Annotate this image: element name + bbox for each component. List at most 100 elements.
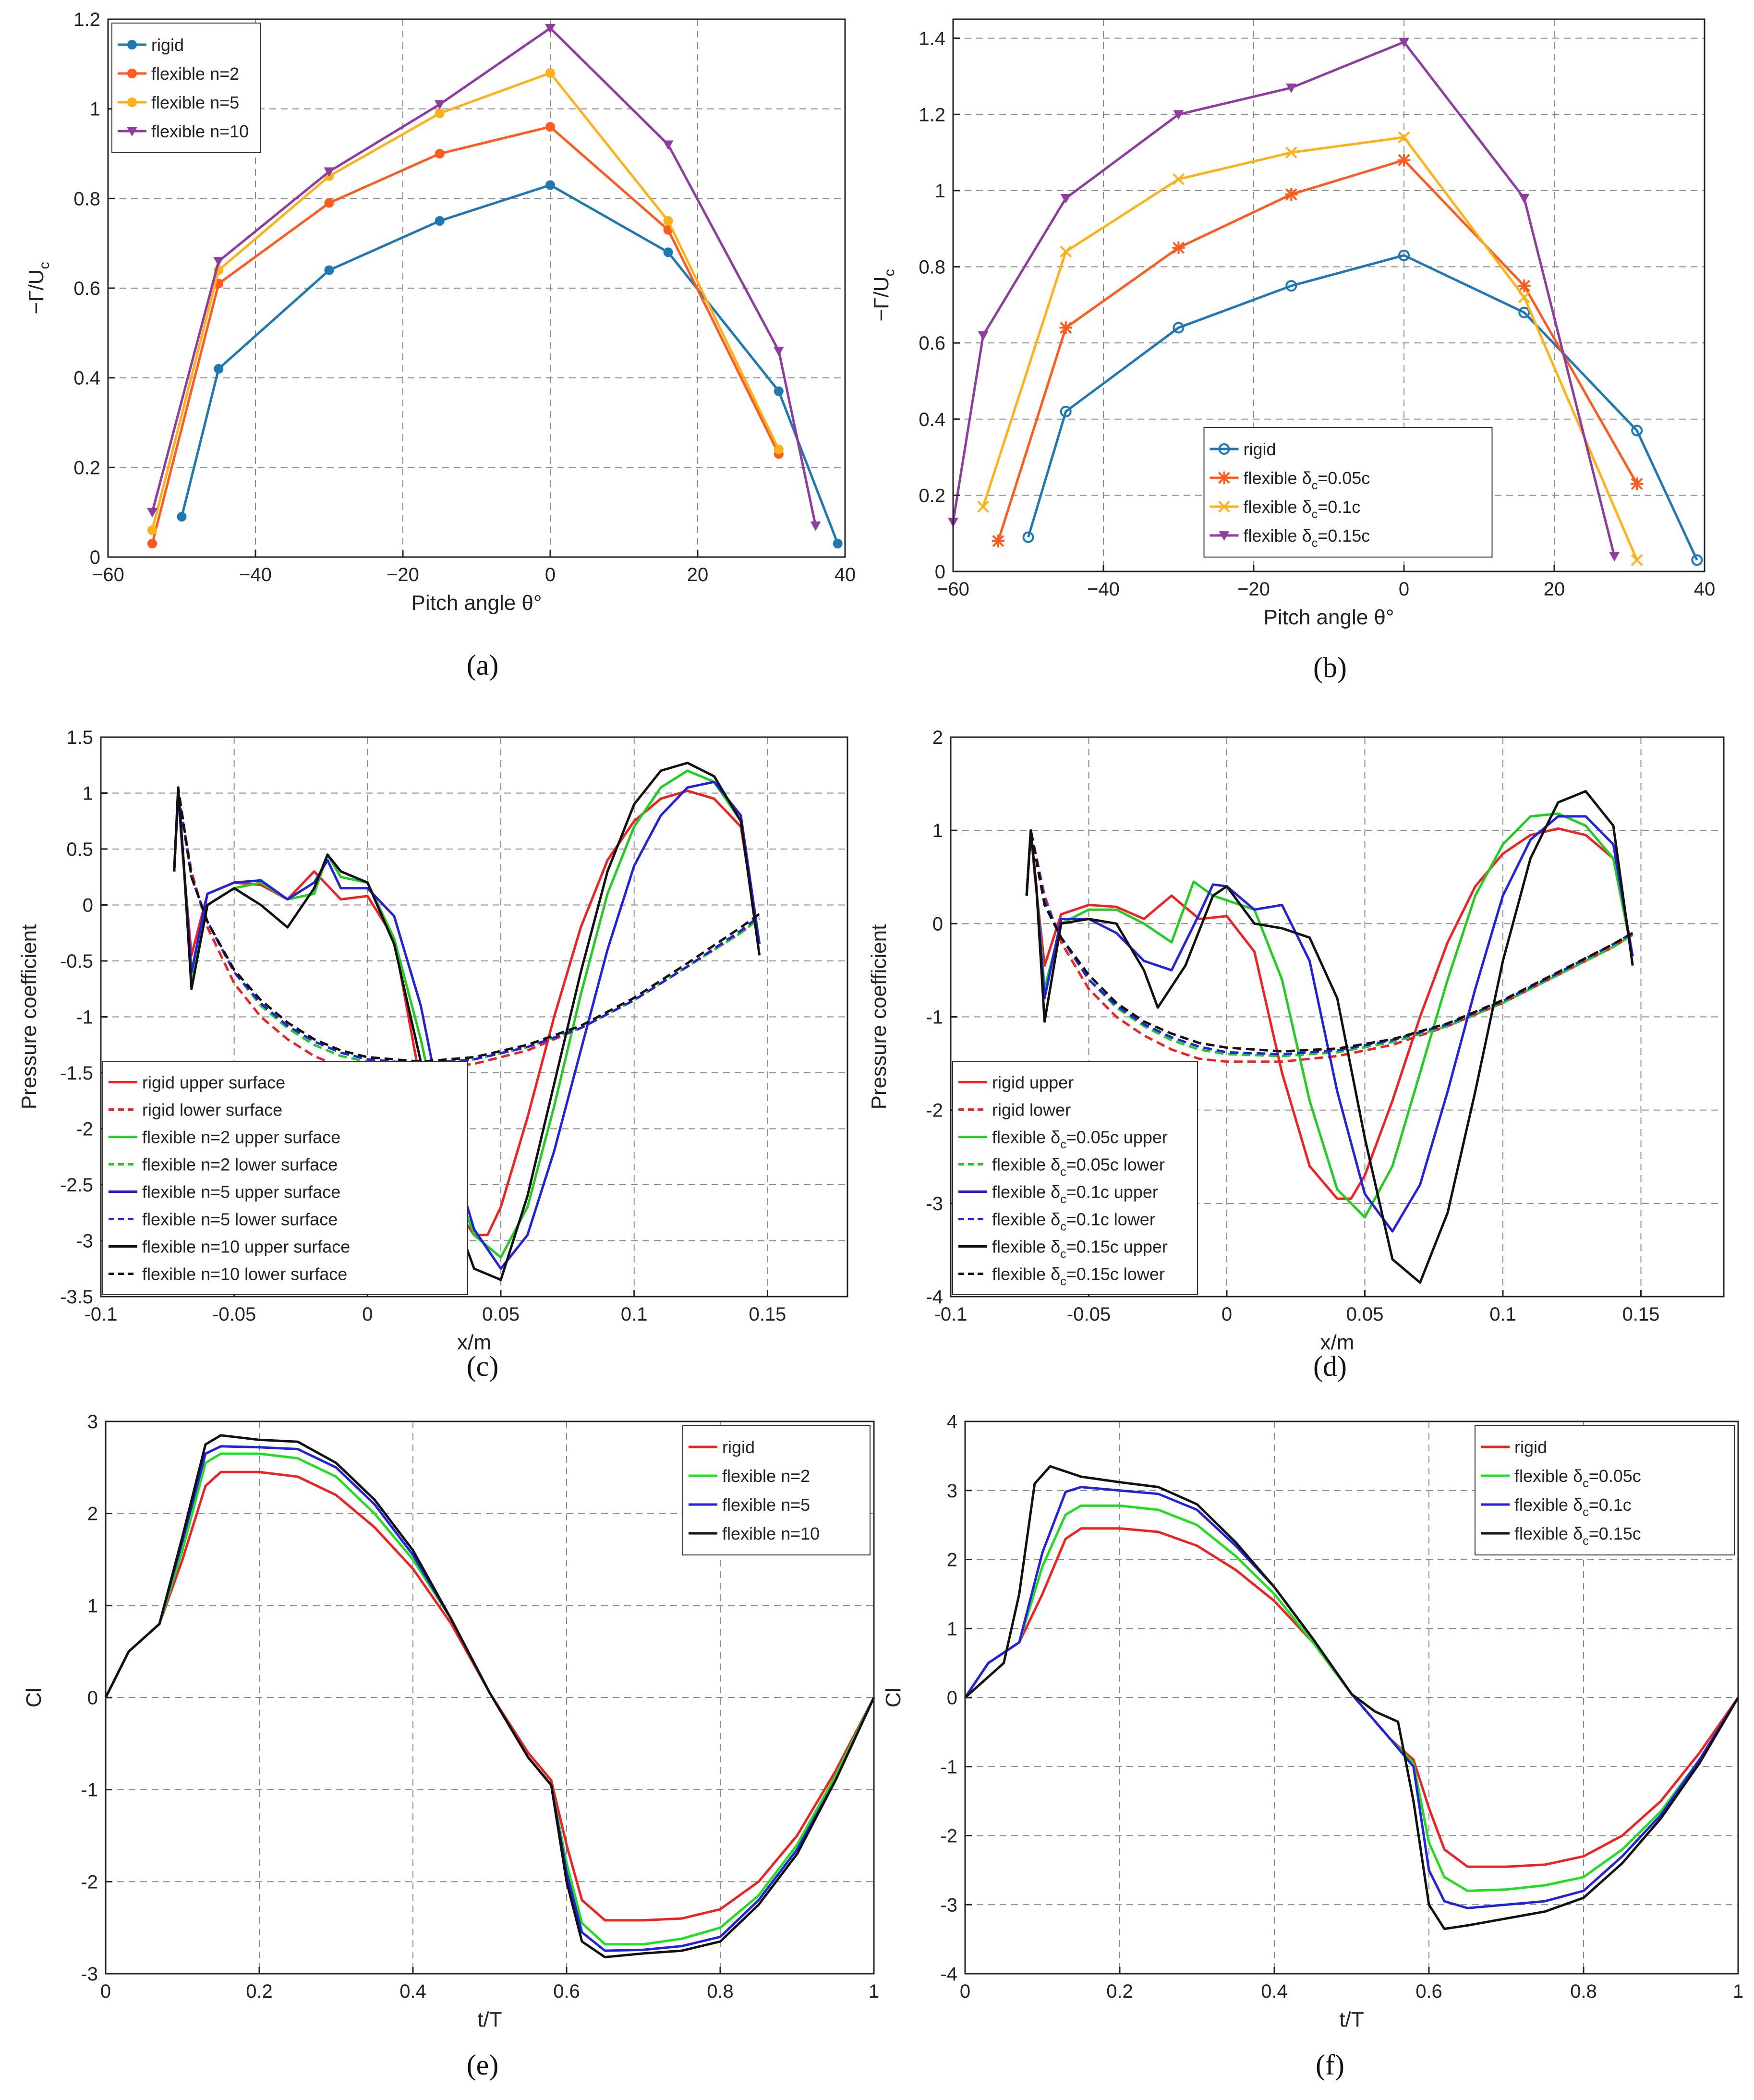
x-tick-label: −20	[1237, 579, 1270, 600]
y-tick-label: -1	[81, 1780, 98, 1801]
panel-caption: (c)	[467, 1350, 499, 1382]
x-tick-label: 0.15	[749, 1304, 786, 1325]
data-point	[545, 24, 556, 34]
x-axis-label: x/m	[457, 1331, 491, 1354]
series-2	[147, 68, 784, 535]
chart-panel-f: 0 0.2 0.4 0.6 0.8 1 -4 -3 -2 -1 0 1 2 3 4 t/T Cl rigid fle…	[882, 1411, 1743, 2081]
legend: rigid flexible n=2 flexible n=5 flexible n=…	[682, 1425, 871, 1555]
data-point	[1173, 110, 1184, 120]
data-point	[435, 216, 445, 226]
chart-panel-e: 0 0.2 0.4 0.6 0.8 1 -3 -2 -1 0 1 2 3 t/T Cl rigid flexib…	[22, 1411, 879, 2081]
series-7	[173, 786, 761, 1063]
legend-box	[1203, 427, 1493, 558]
x-tick-label: 0	[545, 564, 556, 585]
y-tick-label: 0.8	[73, 188, 100, 209]
y-tick-label: -1	[940, 1757, 957, 1778]
data-point	[1060, 194, 1071, 204]
data-point	[977, 500, 990, 513]
data-point	[545, 68, 555, 78]
series-3	[948, 37, 1620, 562]
x-tick-label: -0.05	[212, 1304, 256, 1325]
data-point	[1173, 173, 1185, 185]
series-line	[1025, 815, 1634, 1233]
y-tick-label: 0	[947, 1687, 957, 1709]
data-point	[324, 265, 334, 275]
y-tick-label: 0	[90, 547, 100, 568]
y-tick-label: 3	[87, 1411, 98, 1432]
data-point	[1609, 552, 1620, 562]
y-axis-label: −Γ/Uc	[24, 262, 52, 315]
x-tick-label: 0	[362, 1304, 373, 1325]
y-tick-label: 1.5	[66, 727, 93, 748]
legend-label: flexible δc=0.15c lower	[992, 1264, 1165, 1288]
y-tick-label: 0	[87, 1687, 98, 1709]
chart-panel-c: -0.1 -0.05 0 0.05 0.1 0.15 -3.5 -3 -2.5 -2 -1.5 -1 -…	[17, 727, 848, 1382]
data-point	[1518, 279, 1531, 292]
legend-label: flexible δc=0.15c	[1244, 526, 1370, 550]
legend: rigid flexible δc=0.05c flexible δc=0.1c fl…	[1475, 1425, 1735, 1555]
series-3	[104, 1434, 875, 1958]
y-tick-label: 1	[83, 783, 93, 804]
data-point	[1285, 146, 1297, 159]
data-point	[1518, 306, 1530, 318]
chart-panel-b: −60 −40 −20 0 20 40 0 0.2 0.4 0.6 0.8 1 1.2 1.4 Pitch …	[870, 18, 1716, 683]
series-0	[1022, 249, 1703, 566]
data-point	[1060, 245, 1072, 258]
y-tick-label: -3	[926, 1193, 943, 1214]
legend-label: flexible n=5	[151, 93, 239, 112]
x-tick-label: −60	[92, 564, 124, 585]
data-point	[1398, 249, 1410, 261]
data-point	[434, 100, 445, 110]
data-point	[663, 247, 673, 257]
y-tick-label: 0.6	[919, 333, 945, 354]
y-tick-label: 0.8	[919, 257, 945, 278]
series-line	[1025, 829, 1633, 1053]
x-tick-label: 0.6	[553, 1981, 580, 2002]
x-tick-label: 1	[1733, 1981, 1743, 2002]
x-tick-label: −40	[1087, 579, 1120, 600]
legend-label: rigid	[151, 35, 184, 55]
x-tick-label: 0	[960, 1981, 970, 2002]
data-point	[177, 512, 187, 522]
legend-label: flexible δc=0.15c upper	[992, 1237, 1168, 1261]
series-line	[173, 786, 761, 1063]
x-tick-label: -0.05	[1067, 1304, 1111, 1325]
series-0	[177, 180, 843, 548]
legend-label: flexible n=10 lower surface	[142, 1264, 347, 1284]
legend-label: rigid lower surface	[142, 1100, 282, 1120]
legend: rigid flexible n=2 flexible n=5 flexible n=…	[111, 23, 261, 153]
legend-box	[1475, 1425, 1735, 1555]
data-point	[1399, 37, 1409, 48]
y-tick-label: 1	[87, 1595, 98, 1616]
y-tick-label: 0.2	[919, 485, 945, 506]
y-tick-label: 2	[947, 1550, 957, 1571]
x-tick-label: 0	[1222, 1304, 1232, 1325]
legend-label: rigid upper surface	[142, 1073, 285, 1092]
data-point	[663, 140, 674, 150]
y-tick-label: 3	[947, 1481, 957, 1502]
data-point	[324, 167, 335, 177]
y-tick-label: 0.4	[73, 368, 100, 389]
series-line	[173, 780, 761, 1270]
x-tick-label: 0.15	[1622, 1304, 1660, 1325]
data-point	[1173, 322, 1185, 334]
data-point	[773, 346, 784, 356]
data-point	[1059, 321, 1072, 334]
x-axis-label: x/m	[1320, 1331, 1355, 1354]
y-tick-label: 0.4	[919, 409, 945, 430]
legend-marker	[1218, 443, 1230, 455]
y-tick-label: 1.2	[919, 104, 945, 125]
data-point	[833, 539, 843, 548]
data-point	[774, 445, 784, 454]
panel-caption: (a)	[467, 649, 499, 681]
x-tick-label: 40	[1694, 579, 1716, 600]
x-tick-label: 20	[687, 564, 709, 585]
series-line	[1027, 254, 1698, 561]
legend-label: flexible n=5 upper surface	[142, 1182, 340, 1202]
data-point	[810, 521, 821, 531]
y-axis-label: −Γ/Uc	[870, 269, 897, 322]
y-tick-label: -2	[940, 1826, 957, 1847]
y-tick-label: 0	[83, 895, 93, 916]
legend-label: rigid	[1514, 1437, 1547, 1457]
